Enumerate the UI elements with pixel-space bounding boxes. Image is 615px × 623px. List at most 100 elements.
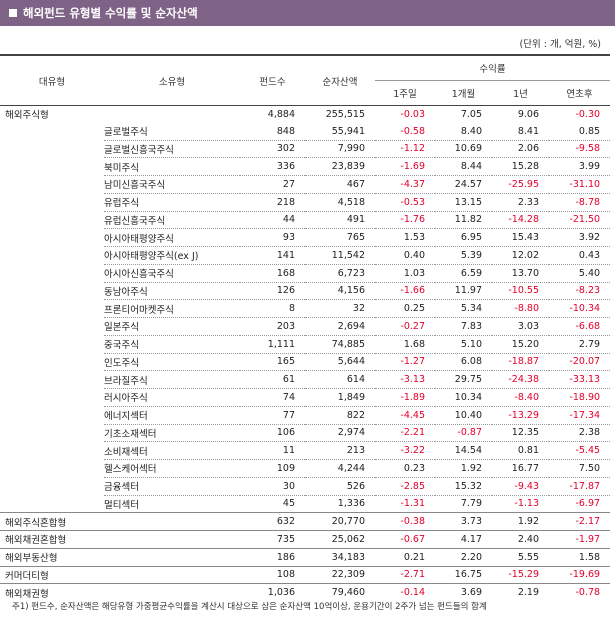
major-type-cell <box>0 176 104 194</box>
major-type-cell <box>0 442 104 460</box>
w1-cell: -0.38 <box>375 512 435 531</box>
m1-cell: 5.34 <box>435 299 492 318</box>
ytd-cell: -21.50 <box>549 210 611 229</box>
m1-cell: 24.57 <box>435 175 492 194</box>
w1-cell: -0.14 <box>375 583 435 601</box>
m1-cell: 7.79 <box>435 494 492 513</box>
assets-cell: 255,515 <box>325 108 365 120</box>
ytd-cell: -6.68 <box>549 317 611 336</box>
w1-cell: -1.31 <box>375 494 435 513</box>
major-type-cell <box>0 460 104 478</box>
major-type-cell <box>0 424 104 442</box>
ytd-cell: -0.78 <box>549 583 611 601</box>
table-row: 해외주식혼합형 632 20,770 -0.38 3.73 1.92 -2.17 <box>0 512 611 531</box>
ytd-cell: -31.10 <box>549 175 611 194</box>
minor-type-cell: 에너지섹터 <box>104 405 240 424</box>
m1-cell: 5.10 <box>435 334 492 353</box>
table-row: 유럽주식 218 4,518 -0.53 13.15 2.33 -8.78 <box>0 192 611 211</box>
table-row: 프론티어마켓주식 8 32 0.25 5.34 -8.80 -10.34 <box>0 299 611 318</box>
m1-cell: 29.75 <box>435 370 492 389</box>
major-type-cell <box>0 229 104 247</box>
assets-cell: 822 <box>305 405 375 424</box>
minor-type-cell <box>104 547 240 566</box>
minor-type-cell: 북미주식 <box>104 157 240 176</box>
table-row: 동남아주식 126 4,156 -1.66 11.97 -10.55 -8.23 <box>0 281 611 300</box>
assets-cell: 4,518 <box>305 192 375 211</box>
table-row: 에너지섹터 77 822 -4.45 10.40 -13.29 -17.34 <box>0 405 611 424</box>
major-type-cell <box>0 247 104 265</box>
w1-cell: -2.71 <box>375 565 435 584</box>
major-type-cell <box>0 264 104 282</box>
minor-type-cell: 중국주식 <box>104 334 240 353</box>
minor-type-cell: 금융섹터 <box>104 476 240 495</box>
assets-cell: 22,309 <box>305 565 375 584</box>
table-row: 남미신흥국주식 27 467 -4.37 24.57 -25.95 -31.10 <box>0 175 611 194</box>
ytd-cell: -17.34 <box>549 405 611 424</box>
funds-cell: 30 <box>240 476 305 495</box>
w1-cell: 1.68 <box>375 334 435 353</box>
major-type-cell <box>0 193 104 211</box>
assets-cell: 25,062 <box>305 530 375 549</box>
ytd-cell: 3.92 <box>549 228 611 247</box>
funds-cell: 4,884 <box>267 108 295 120</box>
assets-cell: 526 <box>305 476 375 495</box>
ytd-cell: 1.58 <box>549 547 611 566</box>
minor-type-cell: 유럽주식 <box>104 192 240 211</box>
table-row: 유럽신흥국주식 44 491 -1.76 11.82 -14.28 -21.50 <box>0 210 611 229</box>
funds-cell: 8 <box>240 299 305 318</box>
assets-cell: 2,694 <box>305 317 375 336</box>
table-row: 해외채권형 1,036 79,460 -0.14 3.69 2.19 -0.78 <box>0 583 611 601</box>
assets-cell: 79,460 <box>305 583 375 601</box>
m1-cell: 6.95 <box>435 228 492 247</box>
w1-cell: -0.67 <box>375 530 435 549</box>
funds-cell: 735 <box>240 530 305 549</box>
minor-type-cell: 브라질주식 <box>104 370 240 389</box>
major-type-cell <box>0 371 104 389</box>
major-type-cell <box>0 123 104 140</box>
y1-cell: -25.95 <box>492 175 549 194</box>
w1-cell: -1.69 <box>375 157 435 176</box>
y1-cell: -10.55 <box>492 281 549 300</box>
funds-cell: 141 <box>240 246 305 265</box>
ytd-cell: 0.43 <box>549 246 611 265</box>
minor-type-cell: 기초소재섹터 <box>104 423 240 442</box>
funds-cell: 11 <box>240 441 305 460</box>
minor-type-cell: 글로벌주식 <box>104 127 148 139</box>
major-type-cell <box>0 300 104 318</box>
m1-cell: 16.75 <box>435 565 492 584</box>
major-type-cell <box>0 495 104 513</box>
y1-cell: 2.06 <box>492 139 549 158</box>
funds-cell: 218 <box>240 192 305 211</box>
w1-cell: 0.40 <box>375 246 435 265</box>
assets-cell: 32 <box>305 299 375 318</box>
funds-cell: 45 <box>240 494 305 513</box>
y1-cell: -15.29 <box>492 565 549 584</box>
assets-cell: 4,244 <box>305 459 375 478</box>
y1-cell: 13.70 <box>492 263 549 282</box>
table-row: 해외부동산형 186 34,183 0.21 2.20 5.55 1.58 <box>0 547 611 566</box>
y1-cell: 12.02 <box>492 246 549 265</box>
assets-cell: 2,974 <box>305 423 375 442</box>
ytd-cell: -2.17 <box>549 512 611 531</box>
ytd-cell: 5.40 <box>549 263 611 282</box>
major-type-cell <box>0 282 104 300</box>
m1-cell: 14.54 <box>435 441 492 460</box>
major-type-cell <box>0 477 104 495</box>
title-bar: 해외펀드 유형별 수익률 및 순자산액 <box>0 0 615 26</box>
assets-cell: 467 <box>305 175 375 194</box>
m1-cell: -0.87 <box>435 423 492 442</box>
ytd-cell: -17.87 <box>549 476 611 495</box>
minor-type-cell: 남미신흥국주식 <box>104 175 240 194</box>
funds-cell: 848 <box>276 125 295 137</box>
m1-cell: 8.40 <box>460 125 482 137</box>
assets-cell: 491 <box>305 210 375 229</box>
ytd-cell: -9.58 <box>549 139 611 158</box>
page-title: 해외펀드 유형별 수익률 및 순자산액 <box>23 6 198 20</box>
w1-cell: -1.12 <box>375 139 435 158</box>
assets-cell: 74,885 <box>305 334 375 353</box>
funds-cell: 168 <box>240 263 305 282</box>
minor-type-cell: 러시아주식 <box>104 388 240 407</box>
ytd-cell: -20.07 <box>549 352 611 371</box>
w1-cell: -2.21 <box>375 423 435 442</box>
header-ytd: 연초후 <box>549 80 611 106</box>
